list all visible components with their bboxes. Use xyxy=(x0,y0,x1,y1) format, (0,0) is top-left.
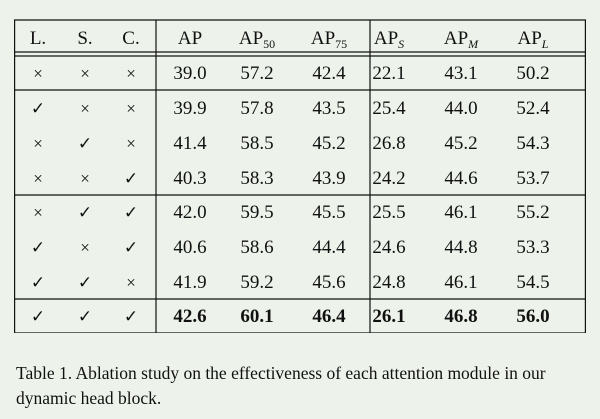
cell-ap75: 45.6 xyxy=(312,272,345,293)
cell-ap: 42.0 xyxy=(173,202,206,223)
cell-ap: 40.3 xyxy=(173,168,206,189)
cell-apm: 44.0 xyxy=(444,98,477,119)
header-ap50: AP50 xyxy=(239,28,275,51)
cell-ap50: 57.2 xyxy=(240,63,273,84)
cell-apl: 50.2 xyxy=(516,63,549,84)
cell-ap50: 59.5 xyxy=(240,202,273,223)
cell-ap75: 43.9 xyxy=(312,168,345,189)
cell-apl: 55.2 xyxy=(516,202,549,223)
cell-aps: 25.5 xyxy=(372,202,405,223)
cell-aps: 24.6 xyxy=(372,237,405,258)
cell-ap: 42.6 xyxy=(173,306,206,327)
table-row: × ✓ ✓ 42.0 59.5 45.5 25.5 46.1 55.2 xyxy=(33,202,549,223)
header-s: S. xyxy=(77,28,92,49)
ablation-table: L. S. C. AP AP50 AP75 APS APM APL × × × 39.0 57.2 42.4… xyxy=(14,19,586,333)
header-ap75: AP75 xyxy=(311,28,347,51)
cell-ap75: 45.2 xyxy=(312,133,345,154)
cell-ap50: 59.2 xyxy=(240,272,273,293)
cell-apm: 44.8 xyxy=(444,237,477,258)
table-row: × ✓ × 41.4 58.5 45.2 26.8 45.2 54.3 xyxy=(33,133,549,154)
module-flag-s: × xyxy=(80,238,90,257)
cell-ap: 39.0 xyxy=(173,63,206,84)
module-flag-c: ✓ xyxy=(124,238,138,257)
header-aps: APS xyxy=(374,28,404,51)
cell-aps: 24.2 xyxy=(372,168,405,189)
header-l: L. xyxy=(30,28,46,49)
cell-ap50: 57.8 xyxy=(240,98,273,119)
header-ap: AP xyxy=(178,28,202,49)
cell-aps: 25.4 xyxy=(372,98,406,119)
cell-aps: 26.8 xyxy=(372,133,405,154)
cell-ap: 41.9 xyxy=(173,272,206,293)
cell-aps: 24.8 xyxy=(372,272,405,293)
table-row: ✓ ✓ ✓ 42.6 60.1 46.4 26.1 46.8 56.0 xyxy=(31,306,550,327)
table-row: ✓ × ✓ 40.6 58.6 44.4 24.6 44.8 53.3 xyxy=(31,237,550,258)
cell-ap75: 42.4 xyxy=(312,63,346,84)
cell-apm: 46.1 xyxy=(444,272,477,293)
cell-ap50: 58.5 xyxy=(240,133,273,154)
module-flag-c: ✓ xyxy=(124,307,138,326)
module-flag-s: ✓ xyxy=(78,273,92,292)
cell-ap: 39.9 xyxy=(173,98,206,119)
table-row: ✓ ✓ × 41.9 59.2 45.6 24.8 46.1 54.5 xyxy=(31,272,550,293)
module-flag-l: × xyxy=(33,64,43,83)
module-flag-l: ✓ xyxy=(31,307,45,326)
module-flag-s: × xyxy=(80,99,90,118)
module-flag-s: × xyxy=(80,169,90,188)
cell-ap75: 46.4 xyxy=(312,306,346,327)
module-flag-s: ✓ xyxy=(78,307,92,326)
table-row: ✓ × × 39.9 57.8 43.5 25.4 44.0 52.4 xyxy=(31,98,550,119)
table-row: × × × 39.0 57.2 42.4 22.1 43.1 50.2 xyxy=(33,63,549,84)
cell-ap75: 44.4 xyxy=(312,237,346,258)
module-flag-l: ✓ xyxy=(31,273,45,292)
cell-apl: 52.4 xyxy=(516,98,550,119)
header-apm: APM xyxy=(444,28,479,51)
module-flag-l: ✓ xyxy=(31,238,45,257)
module-flag-c: ✓ xyxy=(124,169,138,188)
cell-aps: 22.1 xyxy=(372,63,405,84)
cell-apl: 54.5 xyxy=(516,272,549,293)
module-flag-c: × xyxy=(126,273,136,292)
cell-apm: 45.2 xyxy=(444,133,477,154)
cell-ap: 40.6 xyxy=(173,237,206,258)
module-flag-l: × xyxy=(33,169,43,188)
cell-apl: 53.3 xyxy=(516,237,549,258)
module-flag-c: × xyxy=(126,99,136,118)
cell-apm: 44.6 xyxy=(444,168,477,189)
cell-aps: 26.1 xyxy=(372,306,405,327)
module-flag-c: ✓ xyxy=(124,203,138,222)
header-c: C. xyxy=(122,28,139,49)
module-flag-l: × xyxy=(33,134,43,153)
module-flag-c: × xyxy=(126,64,136,83)
cell-ap50: 60.1 xyxy=(240,306,273,327)
cell-ap75: 43.5 xyxy=(312,98,345,119)
module-flag-s: ✓ xyxy=(78,203,92,222)
cell-apm: 46.1 xyxy=(444,202,477,223)
cell-apl: 56.0 xyxy=(516,306,549,327)
cell-ap50: 58.3 xyxy=(240,168,273,189)
cell-apl: 53.7 xyxy=(516,168,549,189)
table-caption: Table 1. Ablation study on the effective… xyxy=(16,363,546,408)
cell-apm: 43.1 xyxy=(444,63,477,84)
module-flag-l: × xyxy=(33,203,43,222)
module-flag-s: ✓ xyxy=(78,134,92,153)
table-row: × × ✓ 40.3 58.3 43.9 24.2 44.6 53.7 xyxy=(33,168,549,189)
cell-apm: 46.8 xyxy=(444,306,477,327)
cell-ap75: 45.5 xyxy=(312,202,345,223)
header-apl: APL xyxy=(518,28,549,51)
cell-apl: 54.3 xyxy=(516,133,549,154)
cell-ap50: 58.6 xyxy=(240,237,273,258)
module-flag-c: × xyxy=(126,134,136,153)
module-flag-s: × xyxy=(80,64,90,83)
ablation-table-svg: L. S. C. AP AP50 AP75 APS APM APL × × × 39.0 57.2 42.4… xyxy=(14,19,586,333)
module-flag-l: ✓ xyxy=(31,99,45,118)
cell-ap: 41.4 xyxy=(173,133,207,154)
